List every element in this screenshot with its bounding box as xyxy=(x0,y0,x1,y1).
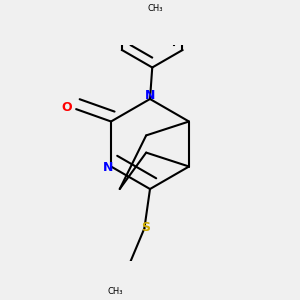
Text: N: N xyxy=(145,89,155,102)
Text: CH₃: CH₃ xyxy=(107,287,123,296)
Text: N: N xyxy=(103,161,113,174)
Text: O: O xyxy=(61,101,72,114)
Text: CH₃: CH₃ xyxy=(148,4,164,13)
Text: S: S xyxy=(141,221,150,234)
